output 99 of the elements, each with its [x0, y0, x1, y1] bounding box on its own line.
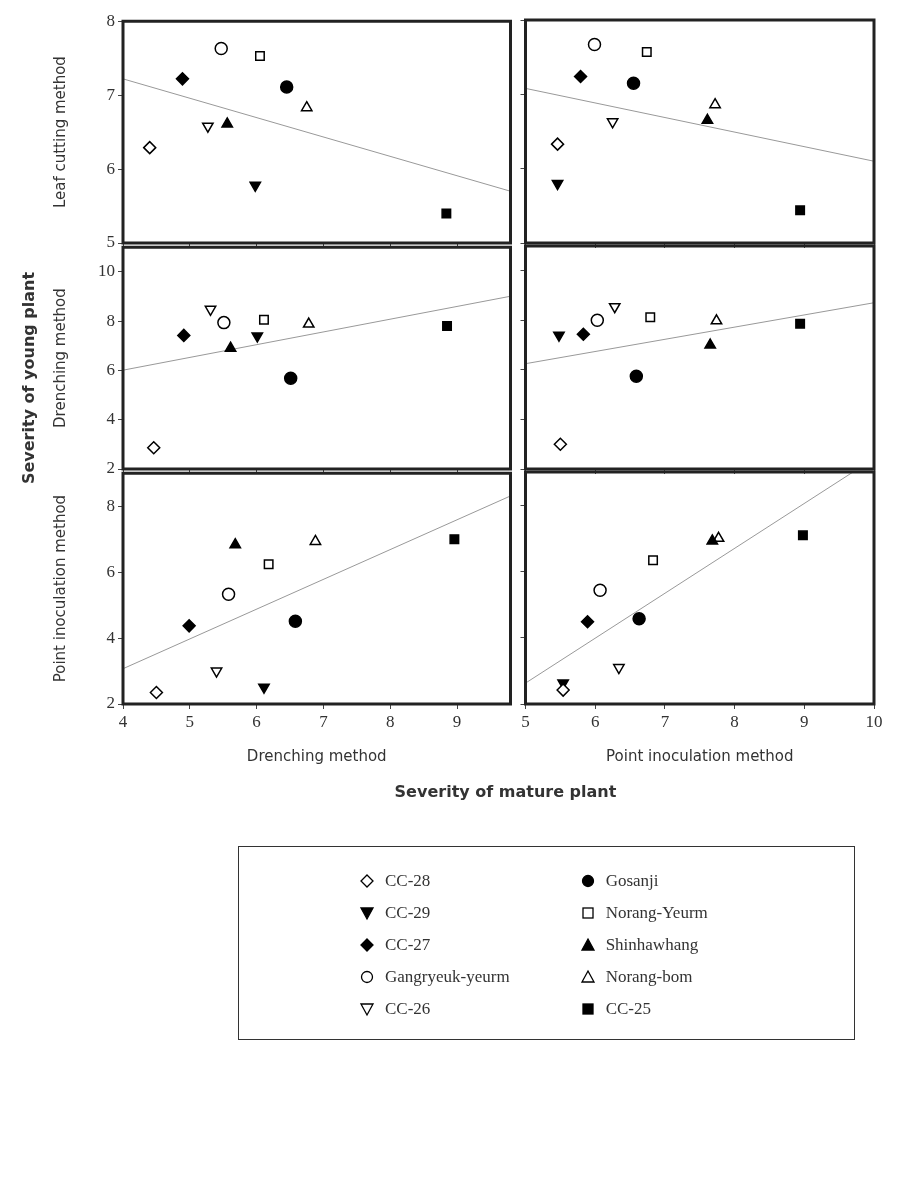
point	[309, 534, 322, 546]
point	[263, 559, 274, 570]
point	[612, 663, 625, 675]
x-tick-label: 8	[730, 711, 739, 731]
x-tick-label: 7	[660, 711, 670, 731]
point	[576, 327, 591, 341]
point	[217, 315, 231, 330]
point	[175, 72, 190, 86]
point	[551, 179, 564, 191]
text: Severity of young plant	[18, 271, 38, 485]
legend-label: Gangryeuk-yeurm	[385, 967, 510, 987]
point	[795, 318, 806, 329]
y-tick-label: 8	[106, 310, 115, 330]
x-tick-label: 5	[185, 711, 195, 731]
point	[573, 69, 588, 84]
point	[258, 314, 269, 325]
legend-label: Norang-Yeurm	[605, 903, 708, 923]
point	[632, 612, 646, 626]
point	[648, 555, 659, 566]
point	[441, 208, 452, 219]
y-tick-label: 4	[106, 409, 116, 429]
point	[254, 50, 265, 61]
point	[706, 534, 719, 545]
point	[442, 321, 453, 332]
legend-label: Shinhawhang	[605, 935, 699, 955]
point	[645, 312, 656, 323]
point	[283, 371, 298, 386]
point	[797, 530, 808, 541]
point	[704, 338, 717, 349]
x-tick-label: 6	[252, 711, 261, 731]
point	[593, 583, 607, 598]
x-axis-title: Point inoculation method	[606, 746, 794, 765]
x-tick-label: 9	[800, 711, 809, 731]
point	[300, 100, 313, 112]
point	[204, 305, 217, 317]
point	[279, 80, 294, 94]
x-tick-label: 9	[452, 711, 462, 731]
legend-label: CC-27	[385, 935, 431, 955]
point	[221, 587, 236, 601]
point	[590, 313, 605, 328]
y-tick-label: 8	[106, 10, 115, 30]
x-axis-title: Drenching method	[246, 746, 387, 765]
point	[556, 683, 570, 697]
point	[580, 615, 595, 629]
y-tick-label: 10	[98, 261, 115, 281]
point	[701, 113, 714, 125]
x-tick-label: 6	[590, 711, 600, 731]
point	[288, 614, 303, 628]
point	[608, 302, 621, 314]
point	[629, 369, 644, 384]
y-tick-label: 2	[106, 693, 115, 713]
point	[149, 685, 164, 700]
point	[146, 441, 161, 455]
y-tick-label: 5	[106, 232, 115, 252]
point	[229, 538, 242, 549]
point	[553, 331, 565, 342]
y-axis-title: Drenching method	[50, 288, 69, 428]
y-tick-label: 4	[106, 627, 116, 647]
point	[251, 332, 264, 343]
legend-label: Norang-bom	[605, 967, 693, 987]
point	[553, 437, 568, 451]
point	[606, 118, 619, 129]
x-tick-label: 10	[865, 711, 883, 731]
point	[221, 117, 234, 128]
point	[210, 667, 223, 678]
point	[214, 41, 228, 56]
legend-label: CC-25	[605, 999, 651, 1019]
y-tick-label: 6	[106, 561, 115, 581]
point	[449, 534, 460, 545]
point	[224, 341, 237, 352]
y-tick-label: 6	[106, 158, 115, 178]
x-tick-label: 8	[385, 711, 395, 731]
y-tick-label: 2	[106, 458, 115, 478]
point	[795, 205, 806, 216]
point	[249, 181, 262, 193]
point	[182, 619, 196, 633]
point	[177, 328, 191, 343]
x-tick-label: 7	[319, 711, 329, 731]
point	[302, 317, 315, 328]
legend-label: Gosanji	[605, 871, 659, 891]
point	[550, 137, 565, 151]
point	[709, 97, 722, 109]
legend-label: CC-29	[385, 903, 431, 923]
text: Severity of mature plant	[393, 782, 618, 801]
y-axis-title: Point inoculation method	[50, 494, 69, 683]
point	[142, 140, 157, 155]
legend-label: CC-28	[385, 871, 431, 891]
x-tick-label: 5	[521, 711, 530, 731]
y-tick-label: 7	[106, 84, 116, 104]
y-tick-label: 6	[106, 359, 115, 379]
point	[258, 683, 270, 694]
point	[201, 122, 214, 133]
point	[710, 314, 723, 325]
y-axis-title: Leaf cutting method	[50, 56, 69, 209]
point	[641, 46, 652, 57]
point	[587, 37, 602, 52]
point	[626, 76, 641, 90]
y-tick-label: 8	[106, 495, 115, 515]
legend-label: CC-26	[385, 999, 431, 1019]
